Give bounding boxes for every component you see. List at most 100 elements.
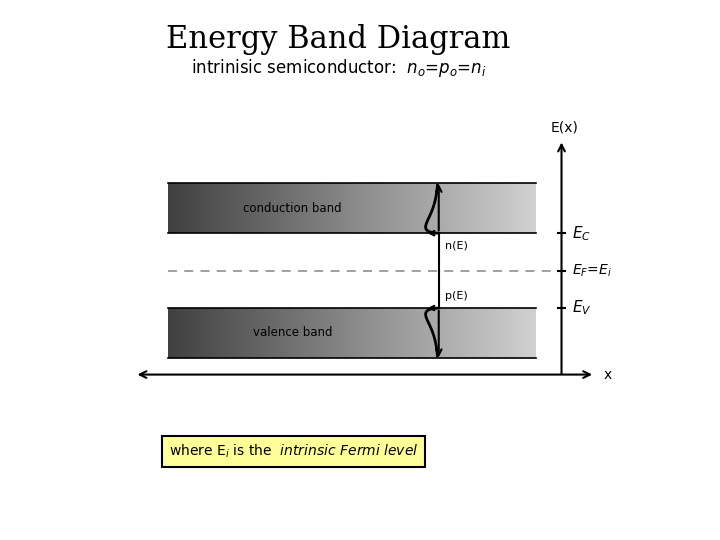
Bar bbox=[275, 308, 276, 358]
Bar bbox=[263, 308, 264, 358]
Bar bbox=[451, 308, 453, 358]
Bar bbox=[401, 183, 402, 233]
Bar bbox=[497, 308, 498, 358]
Bar bbox=[289, 308, 291, 358]
Bar bbox=[270, 183, 271, 233]
Bar bbox=[223, 308, 225, 358]
Bar bbox=[217, 308, 218, 358]
Bar bbox=[484, 183, 485, 233]
Bar bbox=[347, 308, 348, 358]
Bar bbox=[226, 308, 227, 358]
Bar bbox=[428, 308, 430, 358]
Bar bbox=[236, 183, 237, 233]
Bar bbox=[302, 308, 303, 358]
Bar bbox=[174, 183, 176, 233]
Bar bbox=[521, 183, 522, 233]
Bar bbox=[446, 308, 447, 358]
Bar bbox=[202, 183, 203, 233]
Bar bbox=[237, 183, 238, 233]
Bar bbox=[430, 308, 431, 358]
Bar bbox=[300, 308, 301, 358]
Bar bbox=[443, 308, 444, 358]
Bar bbox=[336, 308, 337, 358]
Bar bbox=[378, 308, 379, 358]
Bar bbox=[464, 308, 466, 358]
Bar bbox=[200, 308, 202, 358]
Bar bbox=[282, 308, 283, 358]
Bar bbox=[431, 183, 433, 233]
Bar bbox=[529, 183, 530, 233]
Bar bbox=[428, 183, 430, 233]
Bar bbox=[315, 183, 316, 233]
Bar bbox=[534, 183, 536, 233]
Bar bbox=[478, 308, 480, 358]
Bar bbox=[223, 183, 225, 233]
Bar bbox=[276, 183, 278, 233]
Bar bbox=[510, 183, 511, 233]
Bar bbox=[451, 183, 453, 233]
Bar bbox=[227, 183, 228, 233]
Bar bbox=[173, 183, 174, 233]
Bar bbox=[259, 308, 260, 358]
Bar bbox=[293, 308, 294, 358]
Bar bbox=[459, 183, 460, 233]
Bar bbox=[206, 308, 207, 358]
Bar bbox=[404, 183, 405, 233]
Bar bbox=[455, 183, 456, 233]
Bar bbox=[203, 308, 204, 358]
Bar bbox=[320, 308, 321, 358]
Bar bbox=[282, 183, 283, 233]
Bar bbox=[485, 183, 486, 233]
Bar bbox=[530, 183, 531, 233]
Bar bbox=[421, 308, 422, 358]
Bar bbox=[219, 183, 220, 233]
Bar bbox=[320, 183, 321, 233]
Bar bbox=[334, 183, 335, 233]
Bar bbox=[523, 308, 524, 358]
Bar bbox=[212, 183, 213, 233]
Bar bbox=[342, 183, 343, 233]
Bar bbox=[204, 183, 205, 233]
Bar bbox=[483, 308, 484, 358]
Bar bbox=[225, 308, 226, 358]
Bar bbox=[445, 308, 446, 358]
Bar bbox=[509, 183, 510, 233]
Bar bbox=[265, 183, 266, 233]
Bar bbox=[359, 183, 361, 233]
Bar bbox=[197, 308, 199, 358]
Bar bbox=[444, 183, 445, 233]
Bar bbox=[473, 183, 474, 233]
Bar bbox=[185, 308, 186, 358]
Bar bbox=[423, 183, 424, 233]
Bar bbox=[220, 183, 222, 233]
Bar bbox=[503, 308, 504, 358]
Bar bbox=[382, 183, 384, 233]
Bar bbox=[356, 183, 357, 233]
Bar bbox=[456, 308, 457, 358]
Bar bbox=[263, 183, 264, 233]
Bar bbox=[250, 183, 251, 233]
Bar bbox=[247, 308, 248, 358]
Bar bbox=[453, 308, 454, 358]
Bar bbox=[255, 183, 256, 233]
Bar bbox=[490, 308, 491, 358]
Bar bbox=[243, 308, 245, 358]
Bar bbox=[490, 183, 491, 233]
Bar bbox=[417, 183, 418, 233]
Bar bbox=[520, 183, 521, 233]
Bar bbox=[174, 308, 176, 358]
Bar bbox=[449, 308, 450, 358]
Bar bbox=[415, 183, 417, 233]
Bar bbox=[301, 308, 302, 358]
Bar bbox=[273, 308, 274, 358]
Bar bbox=[286, 183, 287, 233]
Bar bbox=[306, 308, 307, 358]
Bar bbox=[358, 183, 359, 233]
Bar bbox=[511, 308, 513, 358]
Bar bbox=[527, 308, 528, 358]
Bar bbox=[393, 308, 394, 358]
Bar bbox=[215, 183, 216, 233]
Bar bbox=[322, 308, 323, 358]
Bar bbox=[441, 183, 443, 233]
Bar bbox=[534, 308, 536, 358]
